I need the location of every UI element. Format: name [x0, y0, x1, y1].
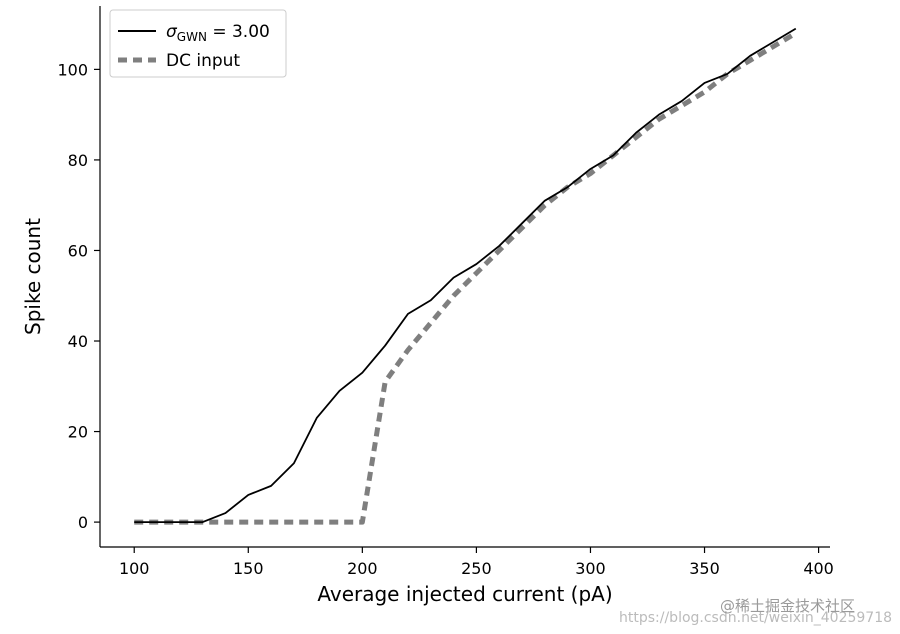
watermark: https://blog.csdn.net/weixin_40259718 @稀…	[619, 597, 892, 626]
legend-sigma: σ	[166, 22, 178, 42]
series-line-gwn	[134, 27, 797, 523]
series-layer	[134, 27, 798, 525]
y-tick-label: 100	[57, 60, 88, 79]
legend-value: = 3.00	[207, 22, 270, 42]
y-tick-label: 60	[68, 241, 88, 260]
x-tick-label: 350	[689, 559, 720, 578]
y-axis-label: Spike count	[21, 218, 45, 335]
x-tick-label: 200	[347, 559, 378, 578]
x-axis-label: Average injected current (pA)	[317, 582, 612, 606]
legend-label-gwn: σGWN = 3.00	[166, 22, 270, 44]
y-tick-label: 0	[78, 513, 88, 532]
y-tick-label: 20	[68, 423, 88, 442]
x-tick-label: 250	[461, 559, 492, 578]
series-line-dc	[134, 31, 798, 525]
x-tick-label: 300	[575, 559, 606, 578]
watermark-brand: @稀土掘金技术社区	[720, 597, 855, 615]
watermark-url: https://blog.csdn.net/weixin_40259718	[619, 610, 892, 626]
y-tick-label: 80	[68, 151, 88, 170]
legend-subscript: GWN	[177, 30, 207, 44]
legend: σGWN = 3.00 DC input	[109, 9, 287, 78]
x-tick-label: 100	[119, 559, 150, 578]
y-tick-label: 40	[68, 332, 88, 351]
legend-label-dc: DC input	[166, 51, 240, 71]
axes: 100 150 200 250 300 350 400 0 20 40 60 80 100 Average…	[21, 6, 834, 606]
x-tick-label: 150	[233, 559, 264, 578]
x-tick-label: 400	[803, 559, 834, 578]
